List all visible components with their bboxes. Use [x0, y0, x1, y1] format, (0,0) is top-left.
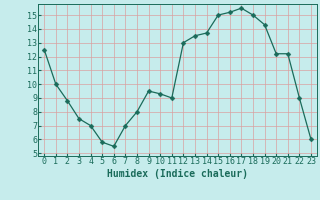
X-axis label: Humidex (Indice chaleur): Humidex (Indice chaleur): [107, 169, 248, 179]
